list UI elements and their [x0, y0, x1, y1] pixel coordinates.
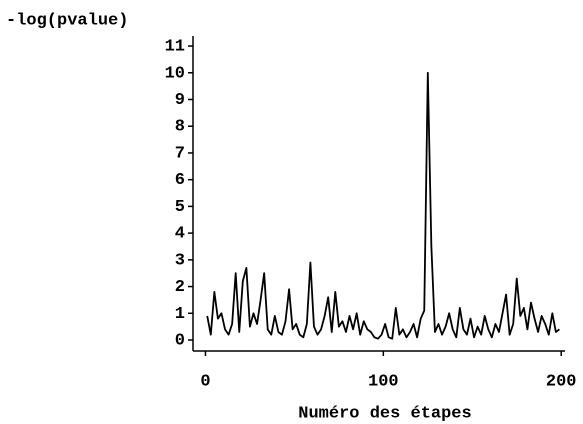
y-tick-label: 5: [175, 198, 185, 217]
y-tick-label: 1: [175, 305, 185, 324]
x-tick-label: 200: [546, 372, 577, 391]
y-tick-label: 6: [175, 171, 185, 190]
y-tick-label: 11: [165, 38, 185, 57]
x-tick-label: 100: [368, 372, 399, 391]
data-line: [206, 71, 560, 340]
y-tick-label: 10: [165, 64, 185, 83]
x-axis-title: Numéro des étapes: [298, 404, 471, 423]
x-tick-label: 0: [200, 372, 210, 391]
y-axis-title: -log(pvalue): [6, 11, 128, 30]
y-tick-label: 7: [175, 144, 185, 163]
y-tick-label: 2: [175, 278, 185, 297]
y-tick-label: 0: [175, 331, 185, 350]
y-tick-label: 8: [175, 118, 185, 137]
y-tick-label: 9: [175, 91, 185, 110]
y-tick-label: 3: [175, 251, 185, 270]
y-tick-label: 4: [175, 225, 185, 244]
